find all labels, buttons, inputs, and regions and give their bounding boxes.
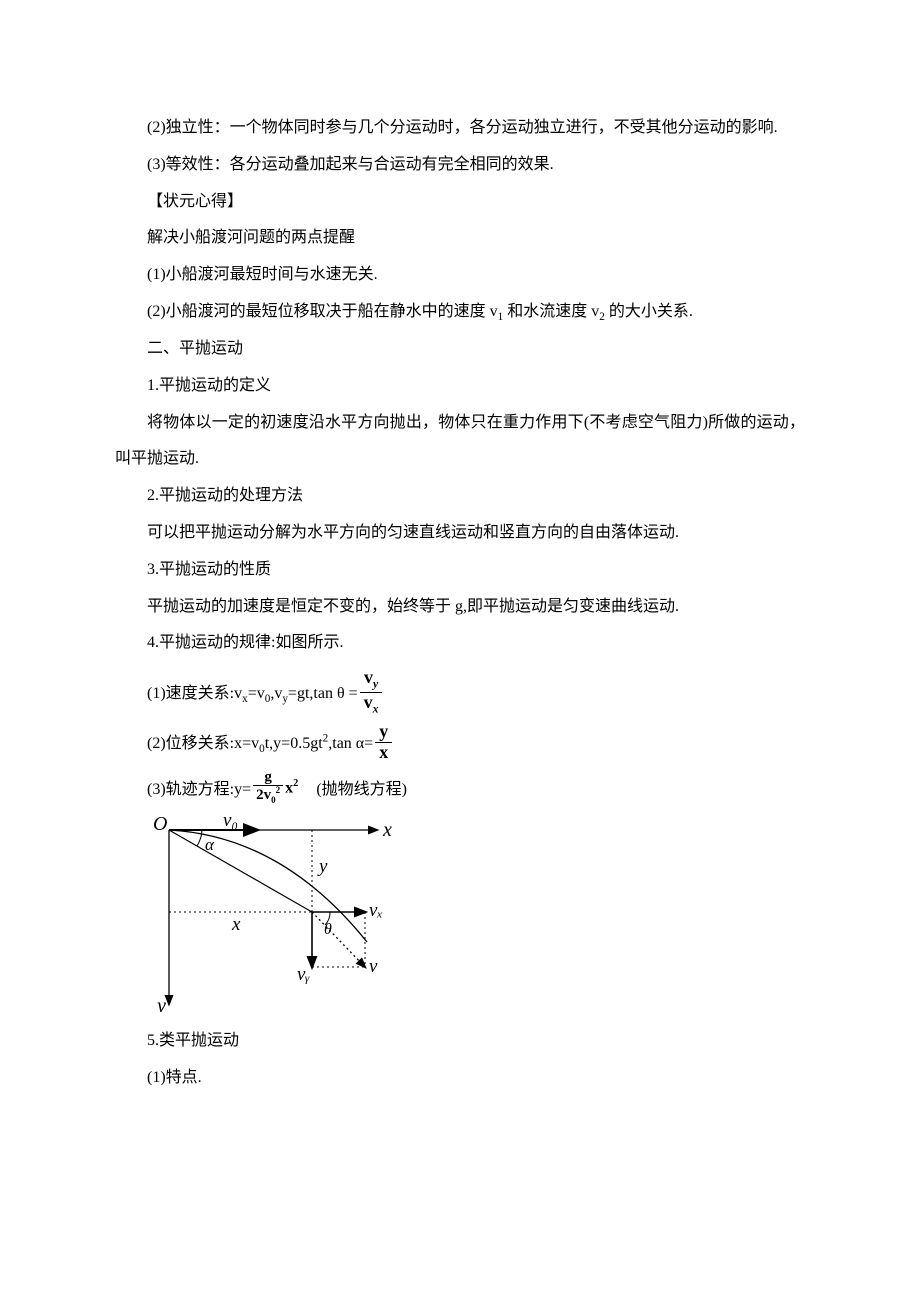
formula-text: (2)位移关系:x=v0t,y=0.5gt2,tan α=: [147, 729, 373, 755]
formula-note: (抛物线方程): [316, 775, 407, 799]
formula-displacement: (2)位移关系:x=v0t,y=0.5gt2,tan α= y x: [115, 722, 805, 763]
v-vector: [312, 912, 365, 967]
paragraph-definition: 将物体以一定的初速度沿水平方向抛出，物体只在重力作用下(不考虑空气阻力)所做的运…: [115, 405, 805, 479]
formula-trajectory: (3)轨迹方程:y= g 2v02 x2 (抛物线方程): [115, 769, 805, 806]
label-O: O: [153, 813, 167, 835]
paragraph-boat-2: (2)小船渡河的最短位移取决于船在静水中的速度 v1 和水流速度 v2 的大小关…: [115, 294, 805, 331]
paragraph-method: 可以把平抛运动分解为水平方向的匀速直线运动和竖直方向的自由落体运动.: [115, 515, 805, 552]
label-vx: vₓ: [369, 900, 383, 921]
text-segment: 和水流速度 v: [503, 303, 599, 320]
fraction-g-2v0sq: g 2v02: [253, 769, 283, 806]
formula-text: (1)速度关系:vx=v0,vy=gt,tan θ =: [147, 679, 358, 705]
paragraph-nature: 平抛运动的加速度是恒定不变的，始终等于 g,即平抛运动是匀变速曲线运动.: [115, 589, 805, 626]
label-alpha: α: [205, 835, 215, 854]
heading-tip: 【状元心得】: [115, 184, 805, 221]
heading-section-2: 二、平抛运动: [115, 331, 805, 368]
formula-velocity: (1)速度关系:vx=v0,vy=gt,tan θ = vy vx: [115, 668, 805, 716]
label-x-axis: x: [382, 819, 392, 841]
fraction-y-x: y x: [375, 722, 392, 763]
label-x-seg: x: [231, 914, 241, 935]
text-segment: (2)小船渡河的最短位移取决于船在静水中的速度 v: [147, 303, 498, 320]
heading-2-4: 4.平抛运动的规律:如图所示.: [115, 625, 805, 662]
fraction-vy-vx: vy vx: [360, 668, 383, 716]
text-segment: 的大小关系.: [605, 303, 693, 320]
paragraph-feature: (1)特点.: [115, 1060, 805, 1097]
projectile-diagram: O x y v₀ α x y θ vₓ vᵧ v: [147, 812, 805, 1017]
heading-2-1: 1.平抛运动的定义: [115, 368, 805, 405]
document-page: (2)独立性：一个物体同时参与几个分运动时，各分运动独立进行，不受其他分运动的影…: [0, 0, 920, 1302]
heading-2-3: 3.平抛运动的性质: [115, 552, 805, 589]
label-v: v: [369, 956, 378, 977]
label-theta: θ: [324, 921, 332, 938]
label-y-seg: y: [317, 856, 328, 877]
paragraph-equivalence: (3)等效性：各分运动叠加起来与合运动有完全相同的效果.: [115, 147, 805, 184]
heading-2-2: 2.平抛运动的处理方法: [115, 478, 805, 515]
label-vy: vᵧ: [297, 964, 310, 985]
paragraph-independence: (2)独立性：一个物体同时参与几个分运动时，各分运动独立进行，不受其他分运动的影…: [115, 110, 805, 147]
formula-text: (3)轨迹方程:y=: [147, 775, 251, 799]
heading-2-5: 5.类平抛运动: [115, 1023, 805, 1060]
paragraph-boat-1: (1)小船渡河最短时间与水速无关.: [115, 257, 805, 294]
label-y-axis: y: [155, 995, 166, 1012]
alpha-arc: [197, 830, 202, 846]
label-v0: v₀: [223, 812, 238, 831]
x-squared: x2: [285, 778, 298, 797]
paragraph-boat-intro: 解决小船渡河问题的两点提醒: [115, 220, 805, 257]
